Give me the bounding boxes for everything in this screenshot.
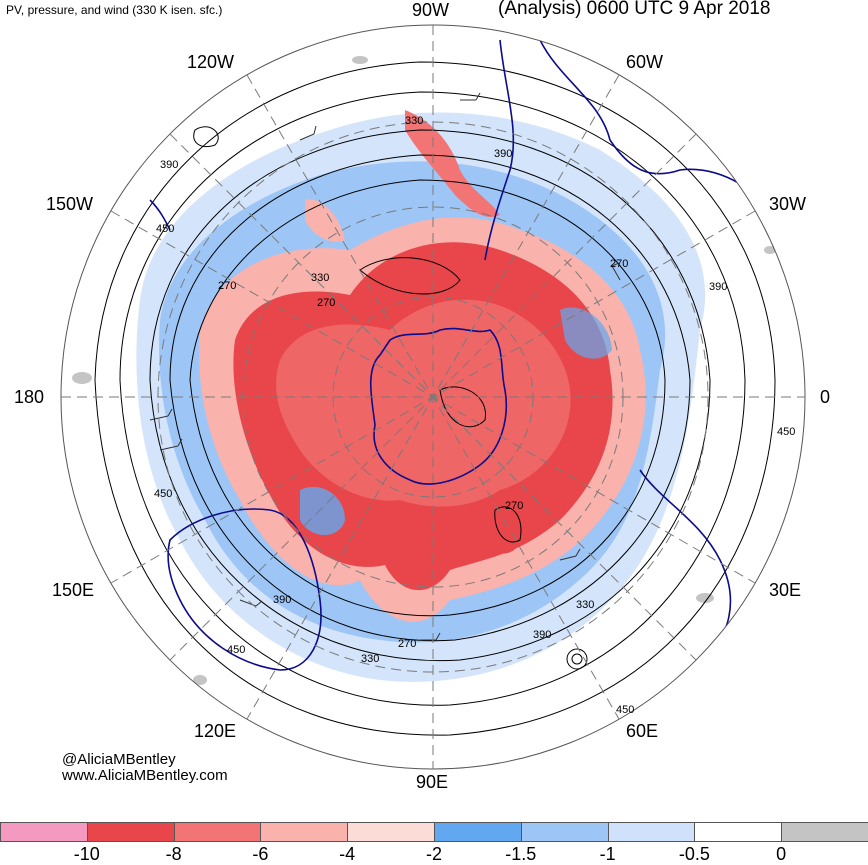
contour-label: 270 [398, 638, 416, 650]
pv-streamer-west [305, 199, 345, 242]
contour-label: 270 [610, 258, 628, 270]
pv-blue-eddy [300, 486, 345, 535]
colorbar-tick-label: -0.5 [678, 844, 710, 864]
contour-label: 450 [156, 223, 174, 235]
contour-label: 270 [317, 297, 335, 309]
contour-label: 450 [154, 488, 172, 500]
pressure-contours [94, 61, 776, 736]
contour-label: 330 [576, 599, 594, 611]
graticule [60, 24, 806, 770]
contour-label: 450 [616, 704, 634, 716]
contour-label: 390 [494, 148, 512, 160]
contour-label: 390 [709, 281, 727, 293]
credit-handle: @AliciaMBentley [62, 751, 176, 768]
pv-streamer-north [405, 110, 500, 218]
contour-label: 270 [505, 500, 523, 512]
contour-label: 450 [227, 644, 245, 656]
colorbar-tick-label: -2 [425, 844, 443, 864]
colorbar-swatch [260, 822, 349, 842]
contour-label: 390 [533, 629, 551, 641]
contour-label: 270 [218, 280, 236, 292]
contour-label: 330 [361, 653, 379, 665]
lon-label-120e: 120E [194, 721, 237, 741]
pv-red-dark [276, 299, 571, 507]
colorbar-tick-label: -1 [599, 844, 616, 864]
colorbar [0, 822, 868, 844]
pv-blue-eddy-2 [560, 307, 612, 359]
colorbar-tick-label: -1.5 [505, 844, 537, 864]
colorbar-tick-label: 0 [776, 844, 787, 864]
pv-field [72, 39, 791, 736]
colorbar-swatch [694, 822, 783, 842]
contour-label: 330 [311, 272, 329, 284]
contour-label: 450 [777, 426, 795, 438]
contour-label: 390 [273, 594, 291, 606]
lon-label-30e: 30E [769, 580, 802, 600]
colorbar-tick-label: -6 [252, 844, 269, 864]
lon-label-60w: 60W [626, 52, 664, 72]
credit-site: www.AliciaMBentley.com [62, 767, 228, 784]
lon-label-150w: 150W [46, 194, 94, 214]
lon-label-90w: 90W [412, 0, 450, 20]
lon-label-60e: 60E [626, 721, 659, 741]
lon-label-180: 180 [14, 387, 45, 407]
lon-label-120w: 120W [187, 52, 235, 72]
colorbar-swatch [0, 822, 88, 842]
lon-label-90e: 90E [416, 772, 449, 792]
colorbar-swatch [173, 822, 262, 842]
colorbar-swatch [607, 822, 696, 842]
product-title: PV, pressure, and wind (330 K isen. sfc.… [6, 3, 223, 17]
valid-time-title: (Analysis) 0600 UTC 9 Apr 2018 [498, 0, 771, 19]
colorbar-tick-label: -8 [165, 844, 182, 864]
colorbar-swatch [520, 822, 609, 842]
contour-label: 330 [405, 115, 423, 127]
colorbar-swatch [347, 822, 435, 842]
lon-label-30w: 30W [769, 194, 807, 214]
lon-label-150e: 150E [52, 580, 95, 600]
colorbar-tick-label: -10 [73, 844, 100, 864]
colorbar-swatch [86, 822, 175, 842]
contour-label: 390 [160, 159, 178, 171]
lon-label-0: 0 [820, 387, 831, 407]
colorbar-swatch [434, 822, 522, 842]
contour-labels: 330 390 390 450 330 270 270 270 390 450 … [154, 115, 795, 716]
pv-blob-east [482, 501, 525, 554]
colorbar-tick-label: -4 [339, 844, 356, 864]
colorbar-swatch [781, 822, 868, 842]
